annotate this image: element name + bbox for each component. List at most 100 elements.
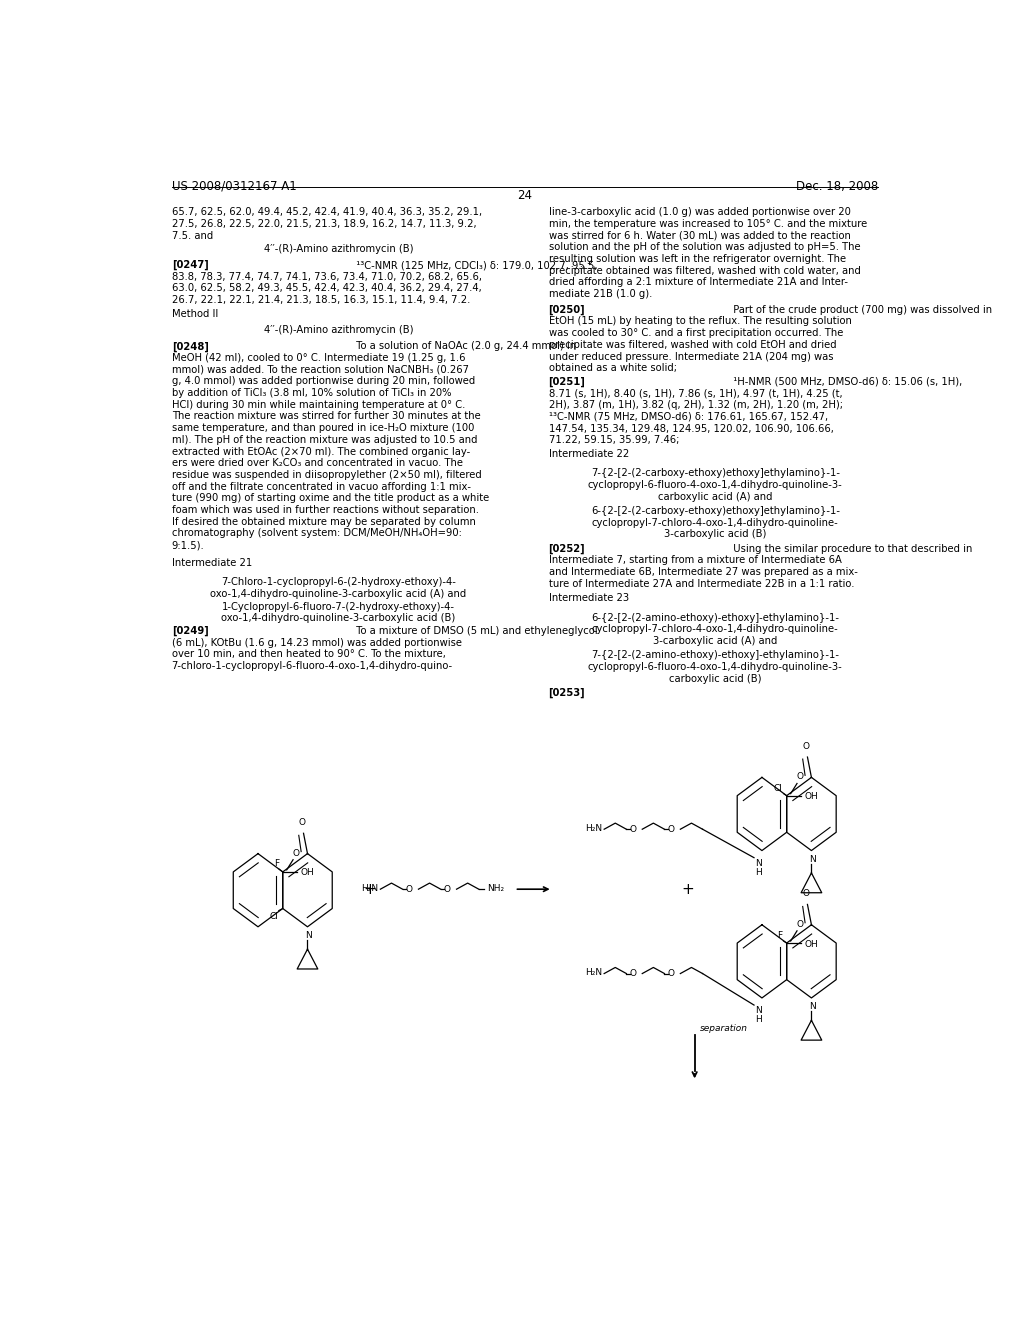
Text: 2H), 3.87 (m, 1H), 3.82 (q, 2H), 1.32 (m, 2H), 1.20 (m, 2H);: 2H), 3.87 (m, 1H), 3.82 (q, 2H), 1.32 (m…: [549, 400, 843, 411]
Text: residue was suspended in diisopropylether (2×50 ml), filtered: residue was suspended in diisopropylethe…: [172, 470, 481, 480]
Text: HCl) during 30 min while maintaining temperature at 0° C.: HCl) during 30 min while maintaining tem…: [172, 400, 465, 409]
Text: N: N: [756, 1006, 762, 1015]
Text: O: O: [797, 920, 804, 929]
Text: same temperature, and than poured in ice-H₂O mixture (100: same temperature, and than poured in ice…: [172, 424, 474, 433]
Text: F: F: [777, 931, 782, 940]
Text: 9:1.5).: 9:1.5).: [172, 540, 205, 550]
Text: solution and the pH of the solution was adjusted to pH=5. The: solution and the pH of the solution was …: [549, 243, 860, 252]
Text: ers were dried over K₂CO₃ and concentrated in vacuo. The: ers were dried over K₂CO₃ and concentrat…: [172, 458, 463, 469]
Text: O: O: [298, 818, 305, 828]
Text: NH₂: NH₂: [486, 883, 504, 892]
Text: To a solution of NaOAc (2.0 g, 24.4 mmol) in: To a solution of NaOAc (2.0 g, 24.4 mmol…: [350, 342, 577, 351]
Text: EtOH (15 mL) by heating to the reflux. The resulting solution: EtOH (15 mL) by heating to the reflux. T…: [549, 317, 852, 326]
Text: Intermediate 7, starting from a mixture of Intermediate 6A: Intermediate 7, starting from a mixture …: [549, 556, 842, 565]
Text: extracted with EtOAc (2×70 ml). The combined organic lay-: extracted with EtOAc (2×70 ml). The comb…: [172, 446, 470, 457]
Text: O: O: [629, 825, 636, 834]
Text: was stirred for 6 h. Water (30 mL) was added to the reaction: was stirred for 6 h. Water (30 mL) was a…: [549, 231, 851, 240]
Text: Cl: Cl: [270, 912, 279, 920]
Text: N: N: [809, 854, 815, 863]
Text: 27.5, 26.8, 22.5, 22.0, 21.5, 21.3, 18.9, 16.2, 14.7, 11.3, 9.2,: 27.5, 26.8, 22.5, 22.0, 21.5, 21.3, 18.9…: [172, 219, 476, 228]
Text: 4′′-(R)-Amino azithromycin (B): 4′′-(R)-Amino azithromycin (B): [263, 244, 413, 253]
Text: Dec. 18, 2008: Dec. 18, 2008: [796, 180, 878, 193]
Text: [0248]: [0248]: [172, 342, 209, 351]
Text: 83.8, 78.3, 77.4, 74.7, 74.1, 73.6, 73.4, 71.0, 70.2, 68.2, 65.6,: 83.8, 78.3, 77.4, 74.7, 74.1, 73.6, 73.4…: [172, 272, 481, 281]
Text: 26.7, 22.1, 22.1, 21.4, 21.3, 18.5, 16.3, 15.1, 11.4, 9.4, 7.2.: 26.7, 22.1, 22.1, 21.4, 21.3, 18.5, 16.3…: [172, 296, 470, 305]
Text: 3-carboxylic acid (A) and: 3-carboxylic acid (A) and: [653, 636, 777, 645]
Text: cyclopropyl-6-fluoro-4-oxo-1,4-dihydro-quinoline-3-: cyclopropyl-6-fluoro-4-oxo-1,4-dihydro-q…: [588, 663, 843, 672]
Text: resulting solution was left in the refrigerator overnight. The: resulting solution was left in the refri…: [549, 253, 846, 264]
Text: O: O: [797, 772, 804, 781]
Text: 24: 24: [517, 189, 532, 202]
Text: precipitate obtained was filtered, washed with cold water, and: precipitate obtained was filtered, washe…: [549, 265, 860, 276]
Text: ml). The pH of the reaction mixture was adjusted to 10.5 and: ml). The pH of the reaction mixture was …: [172, 434, 477, 445]
Text: O: O: [668, 825, 675, 834]
Text: was cooled to 30° C. and a first precipitation occurred. The: was cooled to 30° C. and a first precipi…: [549, 329, 843, 338]
Text: [0253]: [0253]: [549, 688, 586, 698]
Text: O: O: [803, 890, 809, 899]
Text: OH: OH: [804, 792, 818, 801]
Text: H: H: [756, 867, 762, 876]
Text: (6 mL), KOtBu (1.6 g, 14.23 mmol) was added portionwise: (6 mL), KOtBu (1.6 g, 14.23 mmol) was ad…: [172, 638, 462, 648]
Text: under reduced pressure. Intermediate 21A (204 mg) was: under reduced pressure. Intermediate 21A…: [549, 351, 834, 362]
Text: Using the similar procedure to that described in: Using the similar procedure to that desc…: [727, 544, 972, 553]
Text: 7-Chloro-1-cyclopropyl-6-(2-hydroxy-ethoxy)-4-: 7-Chloro-1-cyclopropyl-6-(2-hydroxy-etho…: [221, 577, 456, 587]
Text: MeOH (42 ml), cooled to 0° C. Intermediate 19 (1.25 g, 1.6: MeOH (42 ml), cooled to 0° C. Intermedia…: [172, 352, 465, 363]
Text: +: +: [364, 882, 377, 896]
Text: carboxylic acid (B): carboxylic acid (B): [669, 673, 762, 684]
Text: oxo-1,4-dihydro-quinoline-3-carboxylic acid (A) and: oxo-1,4-dihydro-quinoline-3-carboxylic a…: [210, 589, 466, 599]
Text: ¹³C-NMR (125 MHz, CDCl₃) δ: 179.0, 102.7, 95.5,: ¹³C-NMR (125 MHz, CDCl₃) δ: 179.0, 102.7…: [350, 260, 597, 271]
Text: O: O: [406, 884, 413, 894]
Text: obtained as a white solid;: obtained as a white solid;: [549, 363, 677, 374]
Text: [0251]: [0251]: [549, 378, 586, 387]
Text: To a mixture of DMSO (5 mL) and ethyleneglycol: To a mixture of DMSO (5 mL) and ethylene…: [350, 626, 598, 636]
Text: 3-carboxylic acid (B): 3-carboxylic acid (B): [665, 529, 766, 540]
Text: [0250]: [0250]: [549, 305, 586, 315]
Text: [0249]: [0249]: [172, 626, 209, 636]
Text: ture of Intermediate 27A and Intermediate 22B in a 1:1 ratio.: ture of Intermediate 27A and Intermediat…: [549, 578, 854, 589]
Text: Intermediate 21: Intermediate 21: [172, 558, 252, 568]
Text: Method II: Method II: [172, 309, 218, 319]
Text: separation: separation: [699, 1023, 748, 1032]
Text: Cl: Cl: [774, 784, 782, 792]
Text: N: N: [809, 1002, 815, 1011]
Text: dried affording a 2:1 mixture of Intermediate 21A and Inter-: dried affording a 2:1 mixture of Interme…: [549, 277, 848, 288]
Text: [0252]: [0252]: [549, 544, 586, 554]
Text: chromatography (solvent system: DCM/MeOH/NH₄OH=90:: chromatography (solvent system: DCM/MeOH…: [172, 528, 462, 539]
Text: H₂N: H₂N: [585, 824, 602, 833]
Text: N: N: [756, 859, 762, 867]
Text: line-3-carboxylic acid (1.0 g) was added portionwise over 20: line-3-carboxylic acid (1.0 g) was added…: [549, 207, 851, 218]
Text: O: O: [803, 742, 809, 751]
Text: 7-{2-[2-(2-carboxy-ethoxy)ethoxy]ethylamino}-1-: 7-{2-[2-(2-carboxy-ethoxy)ethoxy]ethylam…: [591, 469, 840, 478]
Text: 6-{2-[2-(2-amino-ethoxy)-ethoxy]-ethylamino}-1-: 6-{2-[2-(2-amino-ethoxy)-ethoxy]-ethylam…: [591, 612, 840, 623]
Text: O: O: [443, 884, 451, 894]
Text: +: +: [681, 882, 694, 896]
Text: 71.22, 59.15, 35.99, 7.46;: 71.22, 59.15, 35.99, 7.46;: [549, 436, 679, 445]
Text: O: O: [293, 849, 300, 858]
Text: 7-{2-[2-(2-amino-ethoxy)-ethoxy]-ethylamino}-1-: 7-{2-[2-(2-amino-ethoxy)-ethoxy]-ethylam…: [591, 651, 840, 660]
Text: 8.71 (s, 1H), 8.40 (s, 1H), 7.86 (s, 1H), 4.97 (t, 1H), 4.25 (t,: 8.71 (s, 1H), 8.40 (s, 1H), 7.86 (s, 1H)…: [549, 388, 842, 399]
Text: precipitate was filtered, washed with cold EtOH and dried: precipitate was filtered, washed with co…: [549, 339, 837, 350]
Text: 7.5. and: 7.5. and: [172, 231, 213, 240]
Text: O: O: [629, 969, 636, 978]
Text: F: F: [273, 859, 279, 867]
Text: Intermediate 23: Intermediate 23: [549, 594, 629, 603]
Text: and Intermediate 6B, Intermediate 27 was prepared as a mix-: and Intermediate 6B, Intermediate 27 was…: [549, 568, 857, 577]
Text: If desired the obtained mixture may be separated by column: If desired the obtained mixture may be s…: [172, 516, 475, 527]
Text: [0247]: [0247]: [172, 260, 209, 271]
Text: mediate 21B (1.0 g).: mediate 21B (1.0 g).: [549, 289, 652, 300]
Text: 7-chloro-1-cyclopropyl-6-fluoro-4-oxo-1,4-dihydro-quino-: 7-chloro-1-cyclopropyl-6-fluoro-4-oxo-1,…: [172, 661, 453, 671]
Text: OH: OH: [300, 869, 314, 878]
Text: H₂N: H₂N: [585, 968, 602, 977]
Text: H₂N: H₂N: [360, 883, 378, 892]
Text: 6-{2-[2-(2-carboxy-ethoxy)ethoxy]ethylamino}-1-: 6-{2-[2-(2-carboxy-ethoxy)ethoxy]ethylam…: [591, 506, 840, 516]
Text: ¹³C-NMR (75 MHz, DMSO-d6) δ: 176.61, 165.67, 152.47,: ¹³C-NMR (75 MHz, DMSO-d6) δ: 176.61, 165…: [549, 412, 827, 422]
Text: Intermediate 22: Intermediate 22: [549, 449, 629, 459]
Text: carboxylic acid (A) and: carboxylic acid (A) and: [658, 492, 772, 502]
Text: Part of the crude product (700 mg) was dissolved in: Part of the crude product (700 mg) was d…: [727, 305, 992, 314]
Text: by addition of TiCl₃ (3.8 ml, 10% solution of TiCl₃ in 20%: by addition of TiCl₃ (3.8 ml, 10% soluti…: [172, 388, 452, 399]
Text: O: O: [668, 969, 675, 978]
Text: 147.54, 135.34, 129.48, 124.95, 120.02, 106.90, 106.66,: 147.54, 135.34, 129.48, 124.95, 120.02, …: [549, 424, 834, 434]
Text: ture (990 mg) of starting oxime and the title product as a white: ture (990 mg) of starting oxime and the …: [172, 494, 488, 503]
Text: ¹H-NMR (500 MHz, DMSO-d6) δ: 15.06 (s, 1H),: ¹H-NMR (500 MHz, DMSO-d6) δ: 15.06 (s, 1…: [727, 378, 963, 387]
Text: mmol) was added. To the reaction solution NaCNBH₃ (0.267: mmol) was added. To the reaction solutio…: [172, 364, 469, 375]
